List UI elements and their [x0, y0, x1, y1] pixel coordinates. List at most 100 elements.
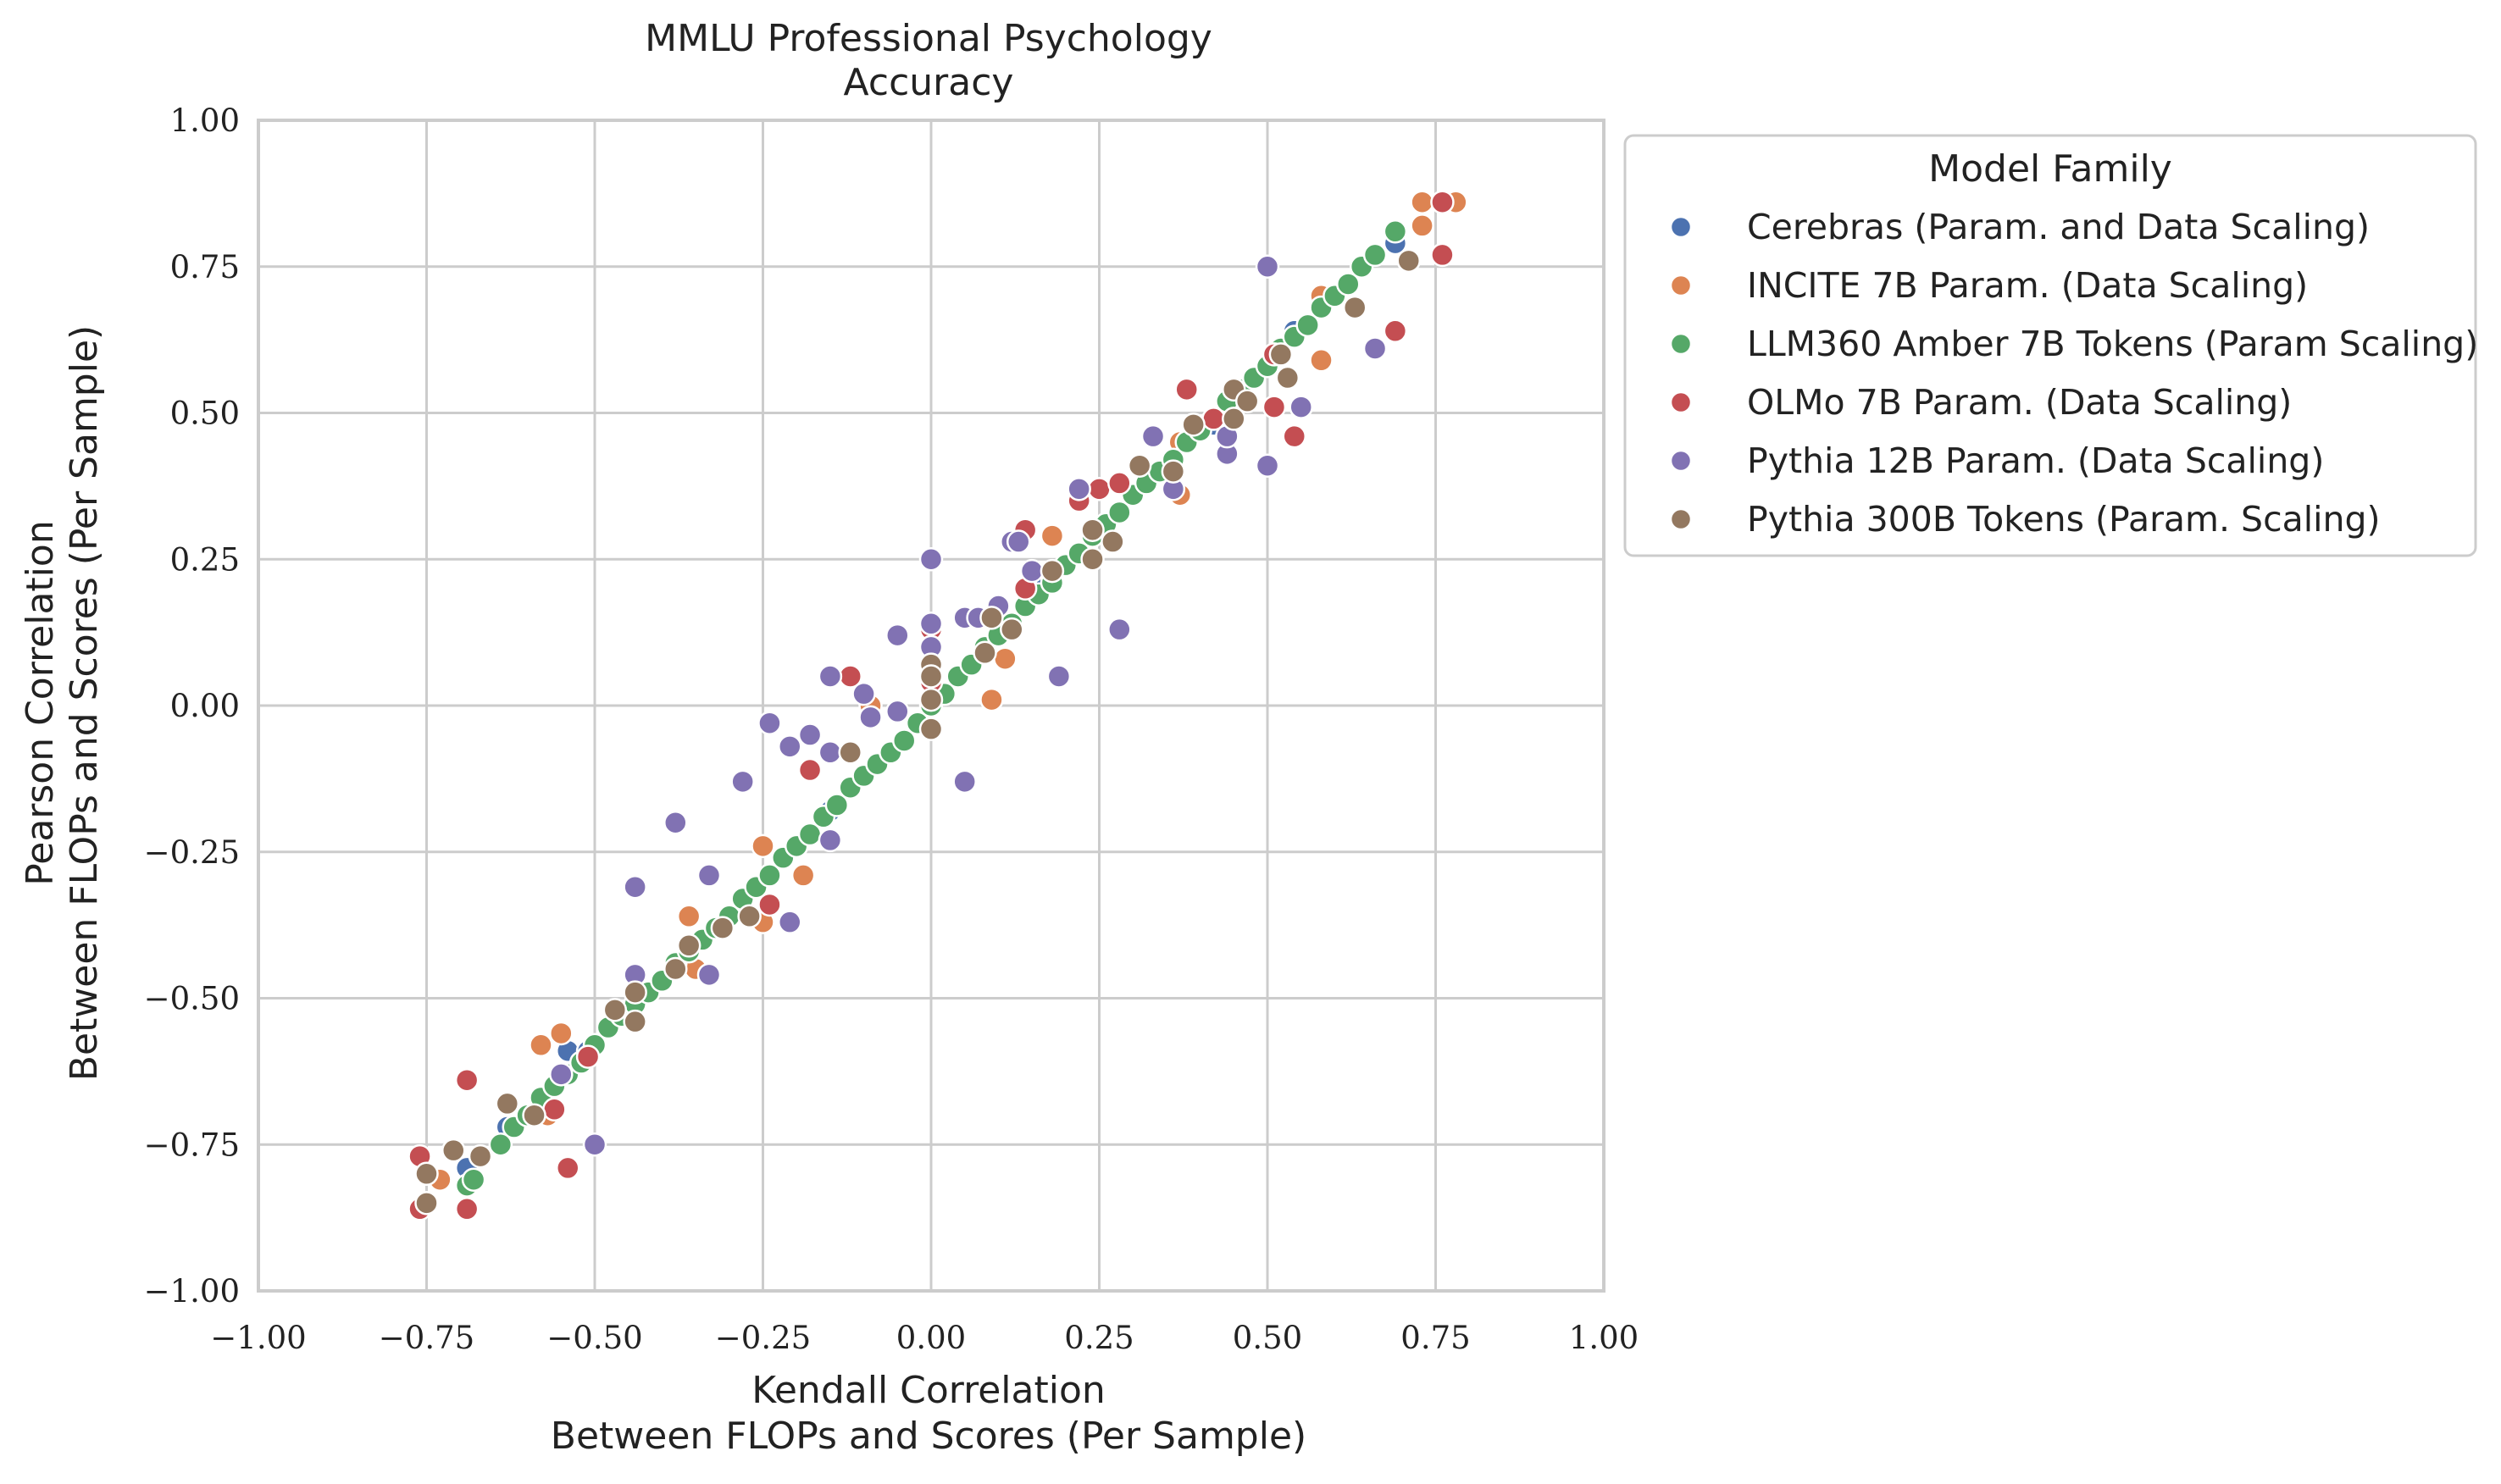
- data-point: [891, 728, 917, 753]
- data-point: [918, 687, 944, 712]
- data-point: [1430, 190, 1455, 214]
- x-tick-labels: −1.00 −0.75 −0.50 −0.25 0.00 0.25 0.50 0.75 1.00: [210, 1320, 1639, 1356]
- data-point: [1396, 248, 1421, 274]
- data-point: [414, 1161, 439, 1187]
- data-point: [1080, 518, 1105, 542]
- data-point: [757, 711, 782, 735]
- legend-label: Cerebras (Param. and Data Scaling): [1747, 207, 2370, 247]
- data-point: [549, 1021, 574, 1046]
- x-tick-label: 0.25: [1064, 1320, 1134, 1356]
- data-point: [1410, 213, 1434, 238]
- data-point: [602, 998, 628, 1022]
- legend-label: INCITE 7B Param. (Data Scaling): [1747, 265, 2308, 306]
- data-point: [1107, 471, 1132, 496]
- data-point: [663, 810, 688, 835]
- data-point: [1019, 558, 1045, 584]
- data-point: [730, 769, 755, 795]
- data-point: [1262, 395, 1287, 419]
- legend-label: OLMo 7B Param. (Data Scaling): [1747, 382, 2292, 423]
- data-point: [1181, 413, 1206, 437]
- data-point: [979, 606, 1004, 630]
- data-point: [1289, 395, 1313, 419]
- legend-label: Pythia 12B Param. (Data Scaling): [1747, 440, 2324, 481]
- data-point: [818, 828, 843, 853]
- chart-title-line-2: Accuracy: [844, 61, 1014, 104]
- data-point: [1383, 219, 1408, 244]
- data-point: [676, 933, 702, 958]
- data-point: [790, 863, 816, 888]
- x-axis-label-line-1: Kendall Correlation: [751, 1369, 1106, 1412]
- data-point: [1336, 272, 1361, 296]
- legend: Model Family Cerebras (Param. and Data S…: [1623, 134, 2478, 557]
- legend-label: LLM360 Amber 7B Tokens (Param Scaling): [1747, 324, 2478, 364]
- data-point: [1255, 453, 1280, 478]
- plot-area-frame: [257, 119, 1605, 1293]
- data-point: [952, 769, 977, 795]
- x-tick-label: 0.00: [896, 1320, 966, 1356]
- data-point: [1362, 242, 1388, 268]
- data-point: [1295, 313, 1320, 338]
- legend-label: Pythia 300B Tokens (Param. Scaling): [1747, 499, 2381, 540]
- x-tick-label: −1.00: [210, 1320, 306, 1356]
- data-point: [495, 1091, 520, 1116]
- data-point: [1161, 459, 1186, 484]
- data-point: [1127, 453, 1152, 478]
- data-point: [414, 1191, 439, 1215]
- data-point: [918, 717, 944, 741]
- data-point: [1222, 407, 1246, 431]
- data-point: [1234, 389, 1260, 413]
- y-tick-label: −0.50: [144, 981, 240, 1017]
- data-point: [778, 910, 802, 934]
- y-tick-label: 0.00: [170, 688, 240, 724]
- data-point: [623, 874, 647, 900]
- data-point: [461, 1167, 486, 1192]
- data-point: [454, 1067, 480, 1093]
- data-point: [1174, 377, 1199, 402]
- data-point: [575, 1044, 601, 1069]
- x-tick-label: 1.00: [1569, 1320, 1639, 1356]
- legend-marker: [1669, 390, 1693, 414]
- data-point: [676, 904, 702, 929]
- y-tick-label: 0.50: [170, 396, 240, 432]
- data-point: [542, 1097, 567, 1122]
- x-tick-label: 0.50: [1233, 1320, 1302, 1356]
- y-tick-label: 0.75: [170, 249, 240, 285]
- x-axis-label-line-2: Between FLOPs and Scores (Per Sample): [551, 1415, 1306, 1458]
- data-point: [1255, 254, 1280, 279]
- legend-marker: [1669, 274, 1693, 297]
- data-point: [918, 664, 944, 689]
- data-point: [797, 757, 823, 783]
- data-point: [1383, 318, 1408, 344]
- data-point: [1000, 617, 1024, 642]
- legend-marker: [1669, 507, 1693, 531]
- data-point: [1342, 295, 1367, 320]
- data-point: [818, 664, 843, 689]
- data-point: [757, 863, 782, 888]
- y-tick-label: −0.75: [144, 1127, 240, 1163]
- data-point: [1282, 424, 1307, 449]
- y-tick-label: −1.00: [144, 1273, 240, 1310]
- data-point: [623, 980, 647, 1005]
- data-point: [973, 640, 997, 666]
- y-tick-label: 0.25: [170, 541, 240, 578]
- data-point: [1107, 500, 1132, 525]
- data-point: [818, 740, 843, 765]
- data-point: [1309, 348, 1334, 373]
- chart-title-line-1: MMLU Professional Psychology: [645, 17, 1212, 60]
- data-point: [1268, 342, 1294, 367]
- data-point: [918, 612, 944, 636]
- data-point: [757, 892, 782, 917]
- x-tick-label: −0.75: [379, 1320, 474, 1356]
- data-point: [696, 863, 722, 888]
- data-point: [979, 687, 1004, 712]
- data-point: [1275, 365, 1300, 390]
- data-point: [549, 1062, 574, 1087]
- data-point: [696, 962, 722, 988]
- data-point: [663, 956, 688, 982]
- data-point: [885, 623, 910, 648]
- data-point: [468, 1143, 493, 1169]
- data-point: [623, 1009, 647, 1034]
- legend-title: Model Family: [1928, 147, 2172, 191]
- data-point: [710, 916, 735, 940]
- data-point: [838, 740, 862, 765]
